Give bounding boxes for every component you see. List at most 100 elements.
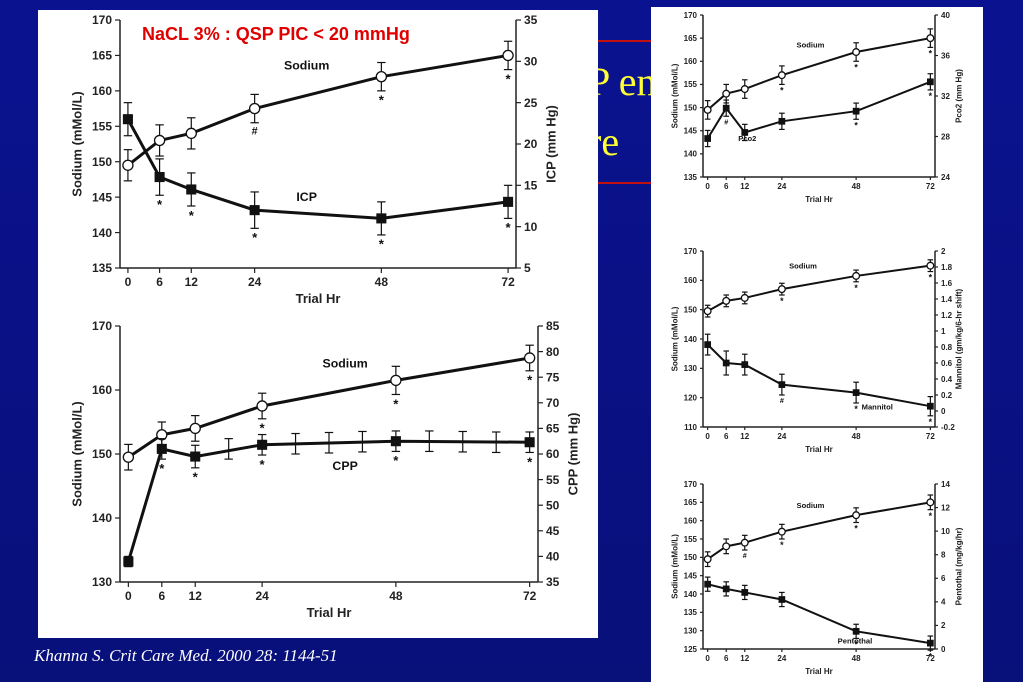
data-point	[704, 341, 711, 348]
y-tick-label-left: 145	[684, 571, 698, 580]
data-point	[376, 213, 387, 224]
series-line	[706, 37, 931, 111]
significance-star: *	[260, 421, 266, 436]
y-tick-label-left: 170	[92, 13, 112, 27]
y-tick-label-left: 170	[684, 11, 698, 20]
chart-panel-cpp: 130 140 150 160 170 35 40 45 50 55 60 65 70 75 80 85 0 6 1…	[38, 310, 598, 638]
y-tick-label-right: 1.8	[941, 263, 953, 272]
y-tick-label-left: 170	[684, 480, 698, 489]
chart-panel-mannitol: 110 120 130 140 150 160 170 -0.2 0 0.2 0.4 0.6 0.8 1 1…	[651, 237, 983, 474]
y-tick-label-right: 1.2	[941, 311, 953, 320]
data-point	[704, 135, 711, 142]
significance-star: *	[189, 208, 195, 223]
x-tick-label: 24	[777, 432, 786, 441]
y-tick-label-right: 0.8	[941, 343, 953, 352]
y-tick-label-left: 150	[684, 305, 698, 314]
y-tick-label-left: 140	[684, 335, 698, 344]
significance-star: *	[854, 120, 858, 130]
y-tick-label-left: 135	[684, 608, 698, 617]
x-axis-label: Trial Hr	[307, 605, 352, 620]
data-point	[926, 498, 935, 507]
significance-star: *	[527, 454, 533, 469]
data-point	[524, 437, 535, 448]
y-tick-label-right: 32	[941, 92, 950, 101]
significance-hash: #	[252, 126, 258, 138]
y-axis-label-left: Sodium (mMol/L)	[670, 63, 679, 128]
data-point	[704, 580, 711, 588]
x-tick-label: 72	[926, 432, 935, 441]
data-point	[778, 381, 786, 388]
y-tick-label-right: 40	[546, 550, 560, 564]
significance-star: *	[379, 93, 385, 108]
title-rule	[596, 182, 656, 184]
data-point	[249, 205, 260, 216]
y-tick-label-left: 150	[92, 155, 112, 169]
y-tick-label-right: 4	[941, 598, 946, 607]
y-tick-label-right: 0	[941, 407, 946, 416]
x-tick-label: 24	[255, 589, 269, 603]
x-tick-label: 72	[926, 654, 935, 663]
y-axis-label-right: CPP (mm Hg)	[566, 413, 581, 496]
significance-star: *	[527, 373, 533, 388]
y-tick-label-right: 8	[941, 551, 946, 560]
significance-hash: #	[780, 396, 784, 405]
y-tick-label-left: 135	[684, 173, 698, 182]
data-point	[703, 105, 712, 114]
y-tick-label-right: 65	[546, 422, 560, 436]
y-axis-label-right: Pco2 (mm Hg)	[954, 69, 963, 123]
significance-star: *	[929, 651, 933, 661]
data-point	[703, 555, 712, 564]
data-point	[722, 104, 730, 112]
chart-icp: 135 140 145 150 155 160 165 170 5 10 15 20 25 30 35 0 6 1…	[70, 13, 559, 306]
y-tick-label-right: 0.2	[941, 391, 953, 400]
x-tick-label: 6	[158, 589, 165, 603]
x-tick-label: 12	[189, 589, 203, 603]
y-tick-label-left: 160	[684, 57, 698, 66]
data-point	[852, 271, 861, 280]
y-tick-label-left: 125	[684, 645, 698, 654]
data-point	[740, 538, 749, 547]
y-axis-label-right: Pentothal (mg/kg/hr)	[954, 527, 963, 605]
significance-star: *	[780, 86, 784, 96]
y-tick-label-left: 170	[684, 247, 698, 256]
significance-star: *	[159, 461, 165, 476]
data-point	[927, 402, 934, 410]
y-tick-label-right: 24	[941, 173, 950, 182]
x-tick-label: 6	[724, 654, 729, 663]
y-tick-label-right: 12	[941, 503, 950, 512]
series-line	[126, 53, 509, 167]
data-point	[722, 585, 730, 593]
x-axis-label: Trial Hr	[805, 667, 833, 676]
x-tick-label: 24	[248, 275, 262, 289]
x-tick-label: 0	[125, 275, 132, 289]
x-tick-label: 48	[852, 654, 861, 663]
y-tick-label-right: 25	[524, 96, 538, 110]
y-tick-label-right: 80	[546, 345, 560, 359]
series-label: Sodium	[322, 357, 367, 371]
y-tick-label-right: 40	[941, 11, 950, 20]
y-tick-label-left: 150	[92, 447, 112, 461]
y-tick-label-right: 35	[546, 575, 560, 589]
chart-panel-pentothal: 125 130 135 140 145 150 155 160 165 170 0 2 4 6 8 10 12 1…	[651, 474, 983, 682]
significance-star: *	[393, 396, 399, 411]
x-tick-label: 0	[705, 182, 710, 191]
series-label: Pentothal	[838, 637, 873, 646]
y-tick-label-left: 160	[684, 516, 698, 525]
y-tick-label-left: 140	[684, 150, 698, 159]
y-axis-label-left: Sodium (mMol/L)	[70, 401, 85, 506]
y-tick-label-left: 130	[92, 575, 112, 589]
y-tick-label-left: 155	[684, 535, 698, 544]
chart-cpp: 130 140 150 160 170 35 40 45 50 55 60 65 70 75 80 85 0 6 1…	[70, 319, 581, 620]
data-point	[740, 293, 749, 302]
slide-title-fragment: P en	[588, 59, 657, 104]
y-tick-label-left: 160	[684, 276, 698, 285]
x-tick-label: 24	[777, 182, 786, 191]
series-label: Mannitol	[862, 402, 893, 411]
y-tick-label-right: 35	[524, 13, 538, 27]
x-tick-label: 12	[740, 182, 749, 191]
y-tick-label-right: 36	[941, 51, 950, 60]
y-tick-label-left: 145	[684, 127, 698, 136]
y-tick-label-left: 120	[684, 393, 698, 402]
y-tick-label-right: 15	[524, 179, 538, 193]
data-point	[154, 172, 165, 183]
